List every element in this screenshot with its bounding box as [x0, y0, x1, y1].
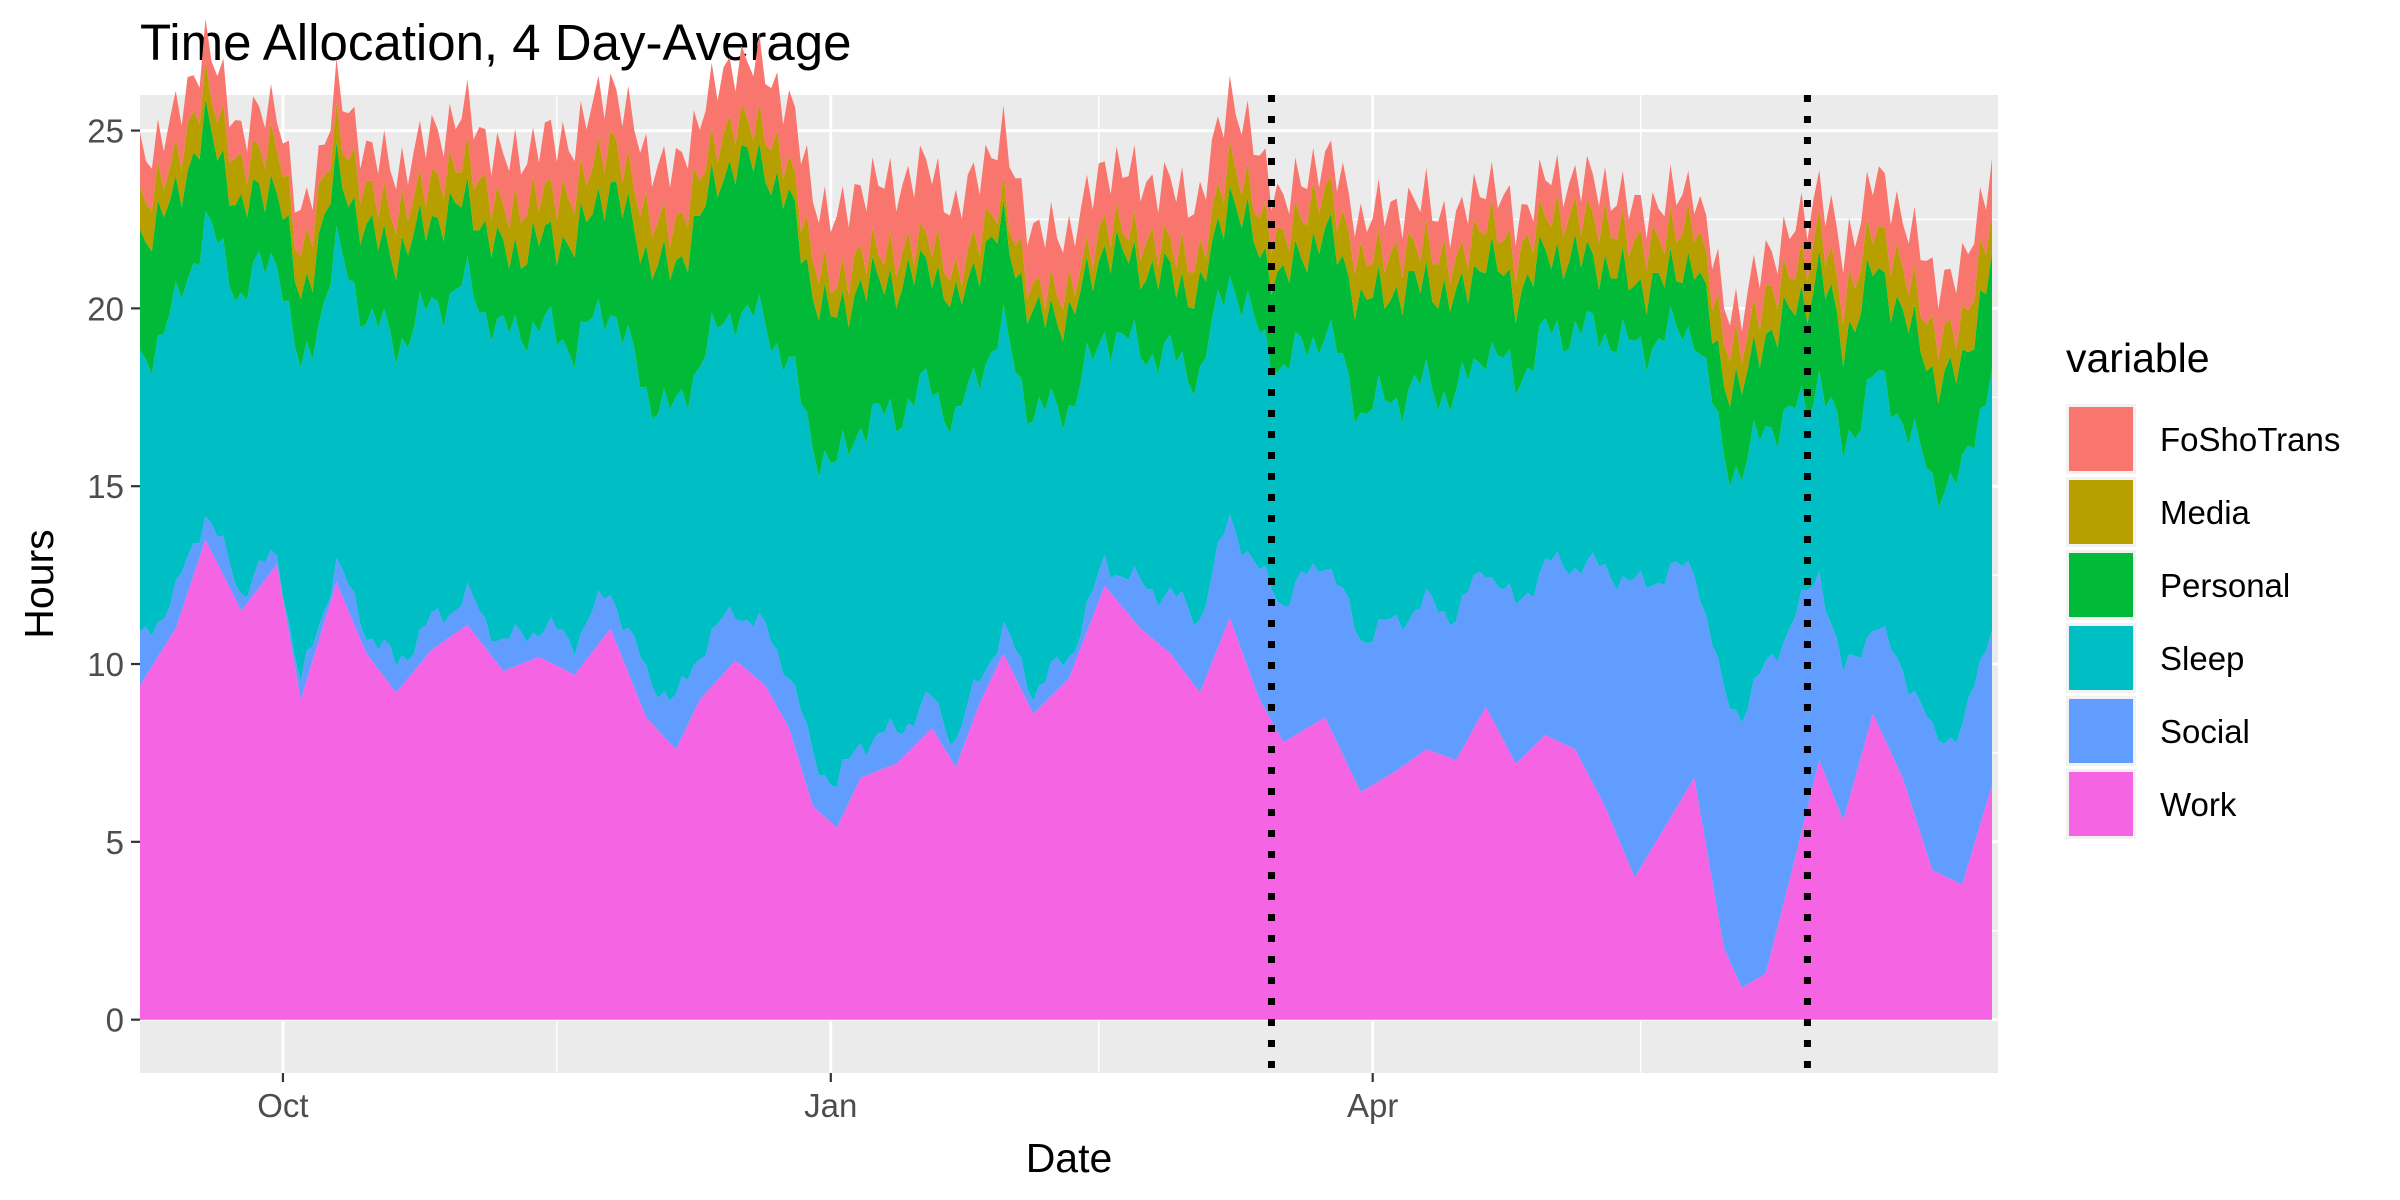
- area-work: [140, 539, 1992, 1020]
- legend-label: Personal: [2160, 567, 2290, 604]
- y-axis-title: Hours: [16, 529, 62, 638]
- chart-title: Time Allocation, 4 Day-Average: [140, 14, 852, 71]
- stacked-areas: [140, 18, 1992, 1020]
- x-axis-title: Date: [1026, 1135, 1113, 1181]
- x-axis: Oct Jan Apr: [257, 1073, 1398, 1124]
- y-tick-label: 5: [106, 824, 124, 861]
- reference-lines: [1267, 95, 1811, 1073]
- area-personal: [140, 98, 1992, 508]
- legend-key-sleep: [2069, 626, 2133, 690]
- legend-key-social: [2069, 699, 2133, 763]
- legend-label: Social: [2160, 713, 2250, 750]
- legend-key-foshotrans: [2069, 407, 2133, 471]
- area-media: [140, 60, 1992, 407]
- area-sleep: [140, 211, 1992, 788]
- legend: variable FoShoTrans Media Personal Sleep Soc…: [2066, 335, 2340, 839]
- legend-label: Media: [2160, 494, 2251, 531]
- x-tick-label: Oct: [257, 1087, 308, 1124]
- legend-label: Sleep: [2160, 640, 2244, 677]
- legend-title: variable: [2066, 335, 2210, 381]
- y-axis: 0 5 10 15 20 25: [87, 113, 140, 1039]
- legend-key-media: [2069, 480, 2133, 544]
- y-tick-label: 20: [87, 290, 124, 327]
- legend-label: FoShoTrans: [2160, 421, 2340, 458]
- area-foshotrans: [140, 18, 1992, 364]
- y-tick-label: 0: [106, 1002, 124, 1039]
- x-tick-label: Apr: [1347, 1087, 1398, 1124]
- y-tick-label: 10: [87, 646, 124, 683]
- legend-key-personal: [2069, 553, 2133, 617]
- x-tick-label: Jan: [804, 1087, 857, 1124]
- area-social: [140, 514, 1992, 988]
- y-tick-label: 25: [87, 113, 124, 150]
- y-tick-label: 15: [87, 468, 124, 505]
- legend-label: Work: [2160, 786, 2237, 823]
- legend-key-work: [2069, 772, 2133, 836]
